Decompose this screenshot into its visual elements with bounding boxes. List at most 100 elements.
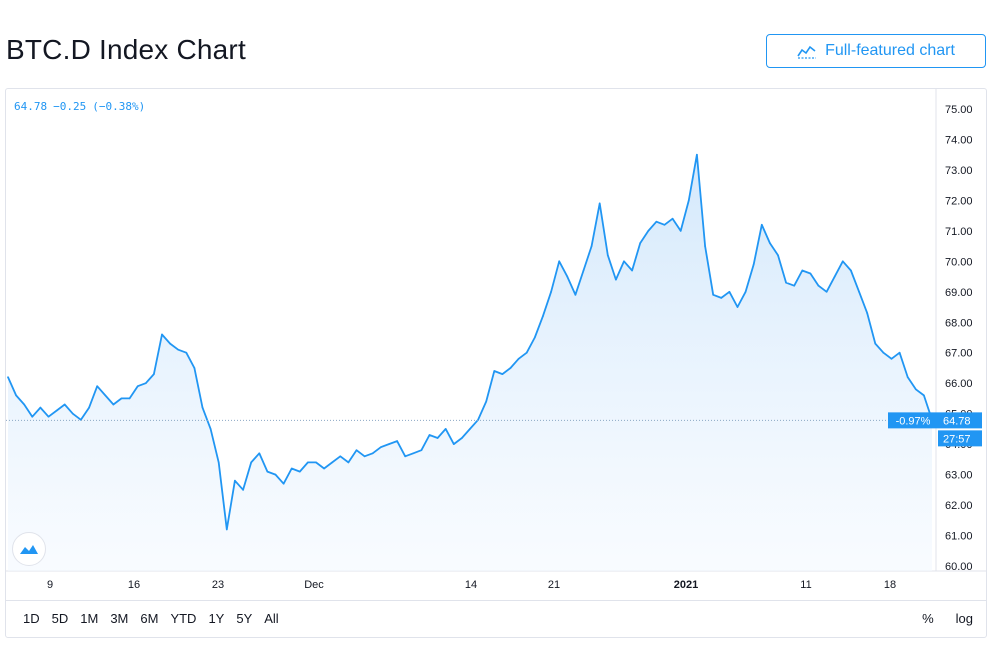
data-point: [874, 342, 877, 345]
data-point: [696, 153, 698, 156]
data-point: [461, 437, 463, 439]
data-point: [290, 467, 293, 470]
data-point: [517, 358, 520, 360]
chart-line-icon: [797, 43, 817, 59]
data-point: [404, 455, 406, 458]
data-point: [752, 263, 755, 266]
data-point: [72, 412, 74, 415]
range-buttons: 1D 5D 1M 3M 6M YTD 1Y 5Y All: [18, 611, 284, 626]
page-title: BTC.D Index Chart: [6, 34, 246, 65]
data-point: [639, 242, 642, 244]
range-button-5d[interactable]: 5D: [47, 611, 74, 626]
data-point: [744, 291, 747, 293]
data-point: [55, 409, 58, 412]
data-point: [606, 254, 609, 257]
data-point: [7, 376, 9, 378]
x-tick-label: 2021: [674, 579, 698, 591]
data-point: [882, 351, 885, 354]
y-tick-label: 62.00: [945, 500, 973, 512]
data-point: [128, 397, 131, 400]
full-featured-chart-button[interactable]: Full-featured chart: [766, 34, 986, 68]
data-point: [793, 284, 796, 287]
data-point: [258, 452, 261, 455]
scale-toggles: % log: [917, 611, 978, 626]
data-point: [906, 376, 909, 378]
data-point: [914, 388, 917, 391]
data-point: [655, 220, 658, 223]
pct-change-tag: [888, 412, 938, 429]
y-tick-label: 69.00: [945, 287, 973, 299]
range-button-1y[interactable]: 1Y: [203, 611, 229, 626]
data-point: [217, 461, 220, 464]
data-point: [412, 452, 415, 455]
data-point: [850, 269, 852, 272]
data-point: [485, 400, 488, 403]
range-button-3m[interactable]: 3M: [105, 611, 133, 626]
chart-container[interactable]: 75.00 74.00 73.00 72.00 71.00 70.00 69.00 68.00…: [5, 88, 987, 638]
data-point: [363, 455, 366, 458]
data-point: [574, 294, 577, 296]
readout-change-pct: (−0.38%): [92, 100, 146, 113]
data-point: [898, 351, 901, 354]
range-button-ytd[interactable]: YTD: [165, 611, 201, 626]
btc-dominance-chart[interactable]: 75.00 74.00 73.00 72.00 71.00 70.00 69.00 68.00…: [6, 89, 986, 637]
data-point: [307, 461, 309, 464]
data-point: [615, 278, 617, 281]
data-point: [347, 461, 350, 464]
log-scale-toggle[interactable]: log: [951, 611, 978, 626]
y-tick-label: 72.00: [945, 195, 973, 207]
data-point: [817, 284, 820, 287]
y-tick-label: 73.00: [945, 165, 973, 177]
range-button-5y[interactable]: 5Y: [231, 611, 257, 626]
data-point: [161, 333, 163, 336]
data-point: [355, 449, 358, 452]
tradingview-logo-icon[interactable]: [12, 532, 46, 566]
data-point: [866, 312, 868, 314]
data-point: [266, 470, 269, 473]
data-point: [112, 403, 115, 406]
data-point: [890, 358, 893, 360]
data-point: [15, 394, 17, 397]
data-point: [728, 291, 731, 293]
data-point: [663, 223, 666, 226]
data-point: [144, 382, 147, 385]
range-button-all[interactable]: All: [259, 611, 283, 626]
data-point: [169, 342, 171, 345]
data-point: [88, 406, 90, 409]
data-point: [525, 351, 528, 354]
range-button-1m[interactable]: 1M: [75, 611, 103, 626]
data-point: [436, 437, 439, 439]
data-point: [315, 461, 317, 464]
data-point: [825, 291, 828, 293]
y-tick-label: 71.00: [945, 226, 973, 238]
x-tick-label: 14: [465, 579, 477, 591]
data-point: [104, 394, 107, 397]
range-button-1d[interactable]: 1D: [18, 611, 45, 626]
countdown-label: 27:57: [943, 433, 971, 445]
x-tick-label: 21: [548, 579, 560, 591]
data-point: [558, 260, 560, 263]
data-point: [282, 482, 285, 485]
data-point: [509, 367, 512, 369]
data-point: [623, 260, 625, 263]
data-point: [833, 275, 836, 278]
data-point: [858, 291, 860, 293]
y-tick-label: 67.00: [945, 348, 973, 360]
data-point: [274, 473, 277, 476]
data-point: [371, 452, 374, 455]
y-tick-label: 70.00: [945, 256, 973, 268]
data-point: [720, 297, 723, 299]
data-point: [582, 269, 585, 272]
full-featured-chart-label: Full-featured chart: [825, 42, 955, 59]
data-point: [598, 202, 601, 205]
data-point: [444, 428, 447, 430]
last-price-tag: [938, 412, 982, 429]
data-point: [566, 275, 569, 278]
data-point: [590, 245, 593, 247]
percent-scale-toggle[interactable]: %: [917, 611, 939, 626]
countdown-tag: [938, 430, 982, 447]
x-tick-label: 9: [47, 579, 53, 591]
range-button-6m[interactable]: 6M: [135, 611, 163, 626]
data-point: [209, 428, 212, 430]
data-point: [234, 479, 236, 482]
